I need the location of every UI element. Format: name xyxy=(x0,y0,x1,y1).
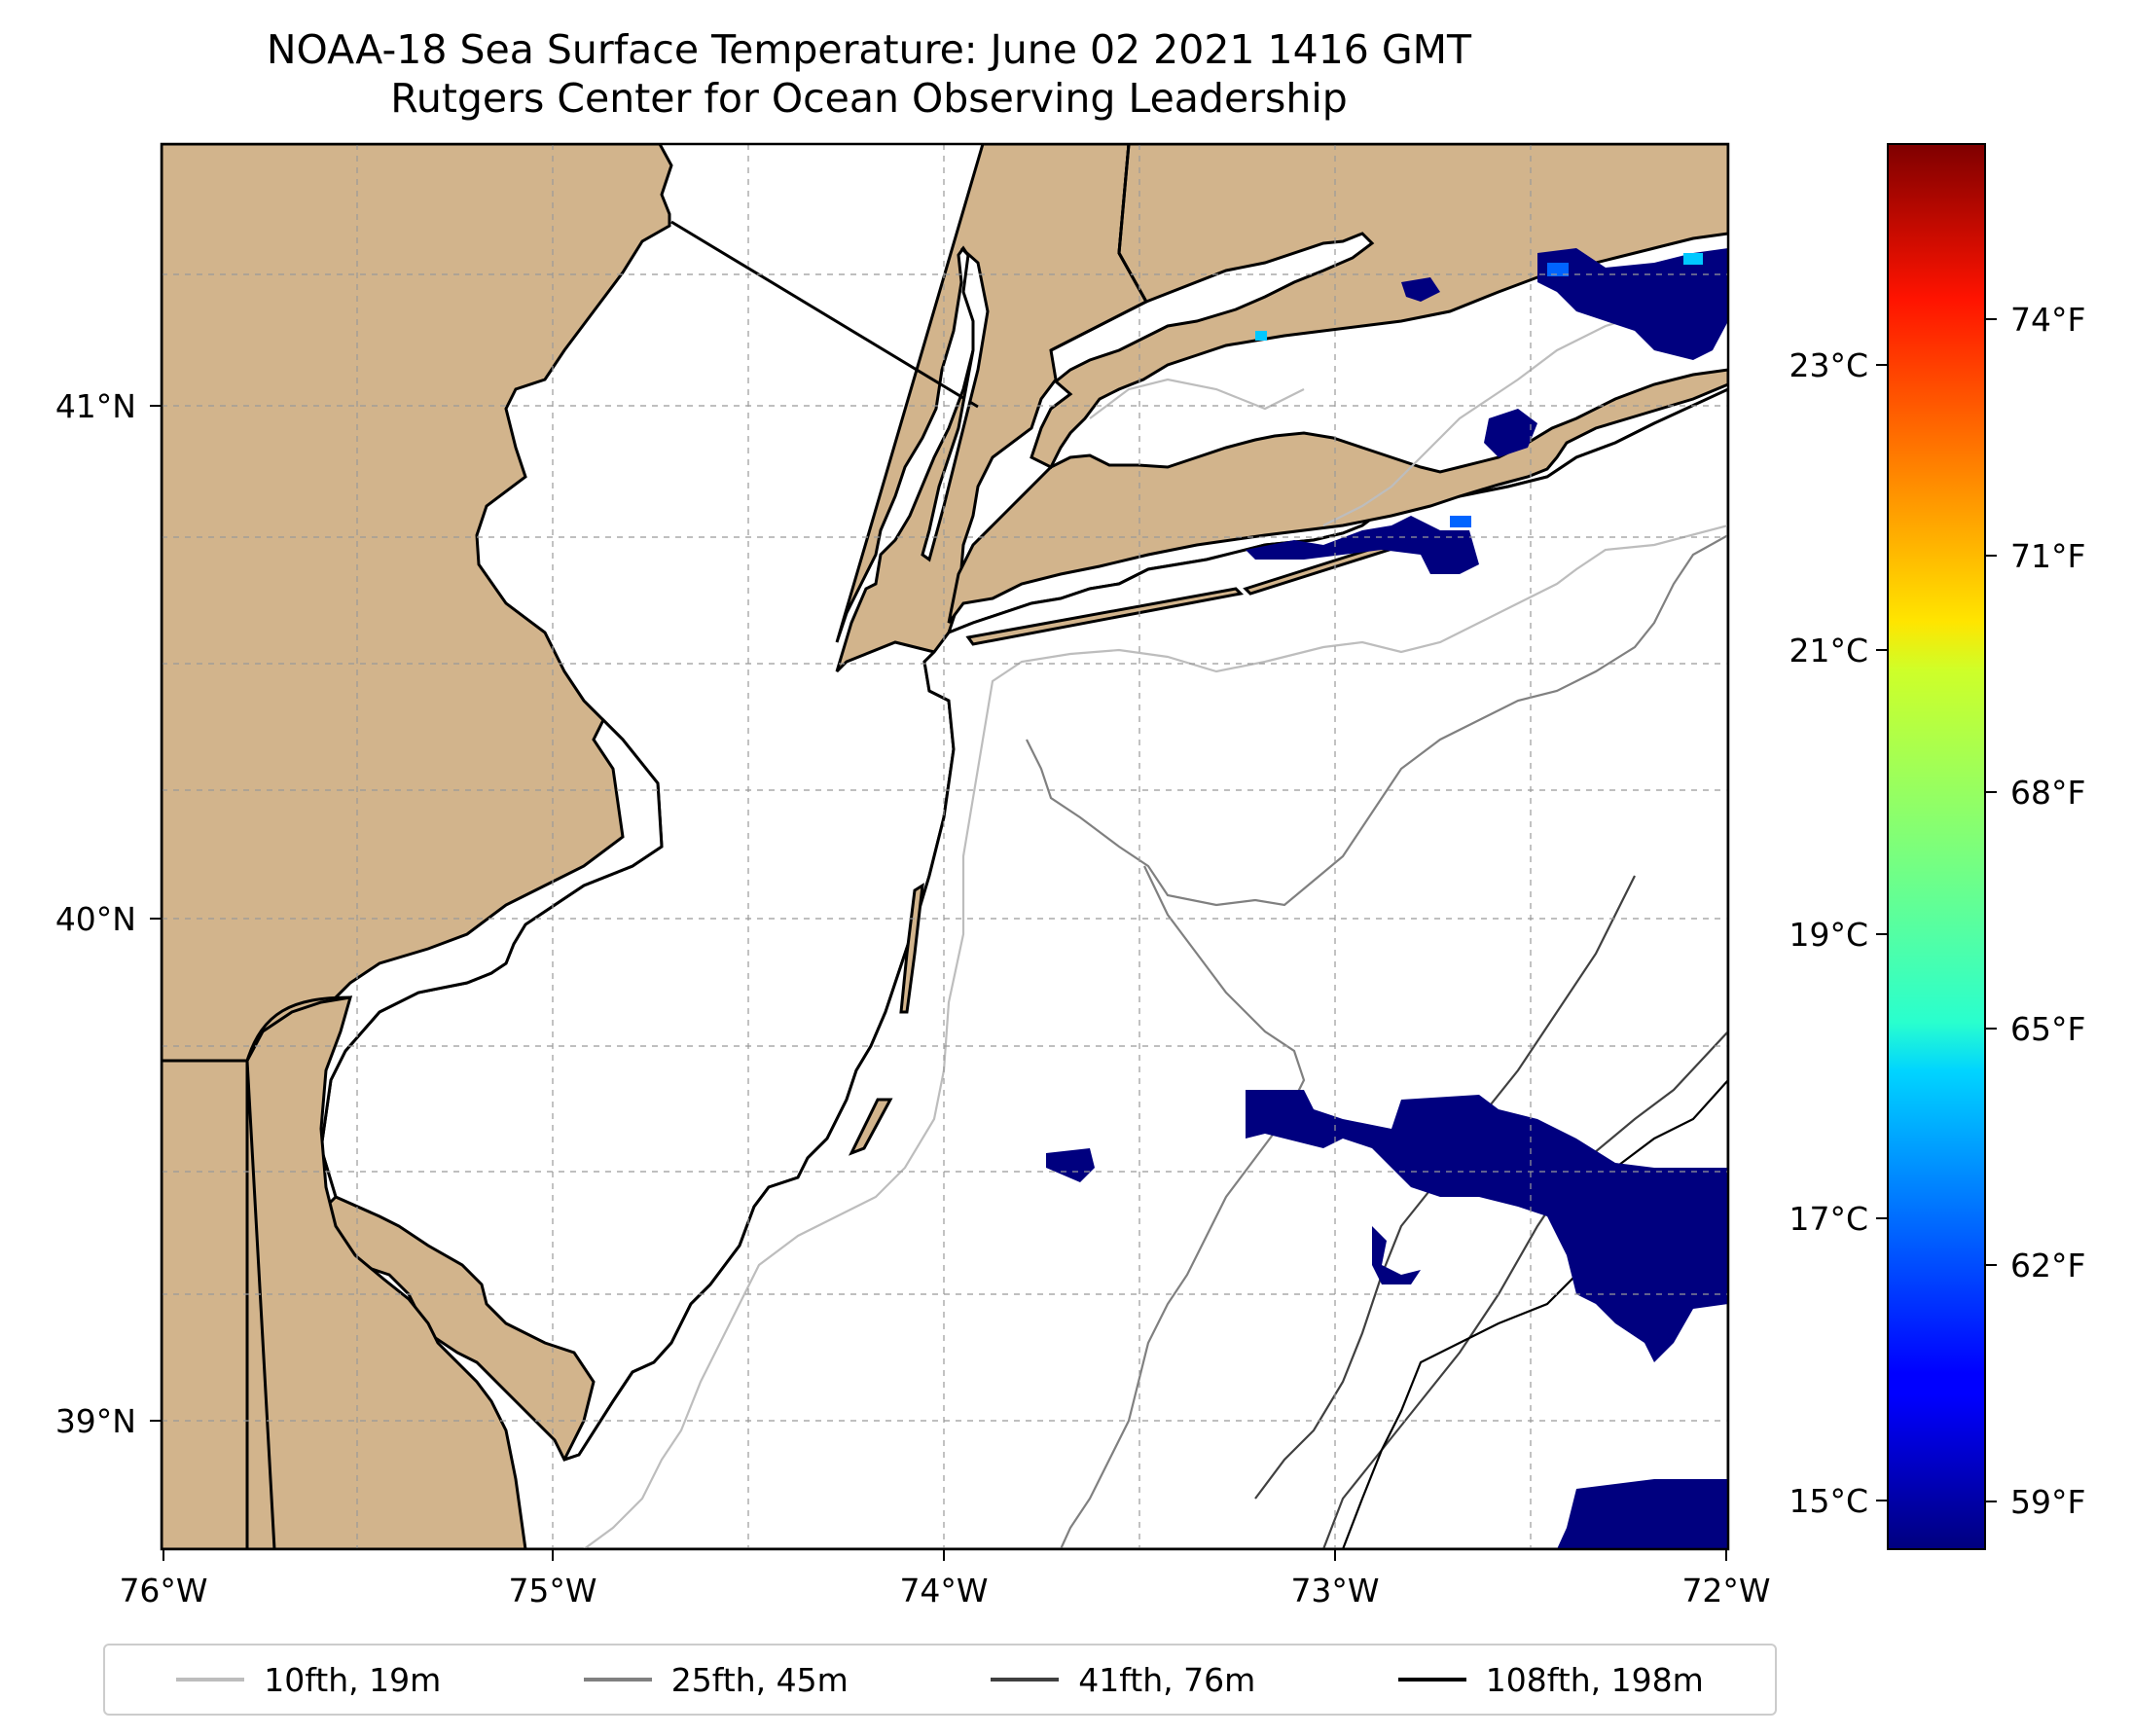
colorbar-fahrenheit-ticks xyxy=(1985,318,1997,1502)
colorbar-c-21: 21°C xyxy=(1789,632,1868,669)
colorbar-c-23: 23°C xyxy=(1789,346,1868,384)
land-long-island xyxy=(947,368,1728,624)
lon-label-75w: 75°W xyxy=(508,1572,596,1609)
legend-item-41fth: 41fth, 76m xyxy=(991,1661,1255,1699)
colorbar-celsius-ticks xyxy=(1876,364,1888,1501)
border-ny-nj xyxy=(670,220,979,409)
colorbar-f-74: 74°F xyxy=(2010,301,2085,339)
sst-warm-pixel-3 xyxy=(1450,516,1471,527)
sst-patch-mid xyxy=(1372,1226,1421,1284)
colorbar-f-59: 59°F xyxy=(2010,1483,2085,1521)
colorbar-f-71: 71°F xyxy=(2010,537,2085,575)
hudson-river xyxy=(921,246,990,562)
sst-patch-bay xyxy=(1401,277,1440,302)
colorbar-f-68: 68°F xyxy=(2010,774,2085,812)
legend-swatch-25fth xyxy=(583,1678,652,1682)
lat-label-41n: 41°N xyxy=(55,387,136,425)
lon-label-76w: 76°W xyxy=(119,1572,207,1609)
colorbar-c-19: 19°C xyxy=(1789,916,1868,954)
land-connecticut xyxy=(1030,144,1728,470)
title-line-1: NOAA-18 Sea Surface Temperature: June 02… xyxy=(266,26,1472,73)
lon-label-73w: 73°W xyxy=(1290,1572,1379,1609)
legend-label-41fth: 41fth, 76m xyxy=(1078,1660,1256,1699)
sst-patch-small xyxy=(1046,1148,1095,1182)
colorbar-c-17: 17°C xyxy=(1789,1200,1868,1238)
contour-25fth xyxy=(1026,534,1728,1549)
sst-patch-south xyxy=(1557,1479,1728,1549)
land-md-de xyxy=(162,1059,249,1549)
legend-item-10fth: 10fth, 19m xyxy=(176,1661,441,1699)
lat-label-39n: 39°N xyxy=(55,1402,136,1440)
contour-108fth xyxy=(1341,1079,1728,1549)
lat-axis: 41°N 40°N 39°N xyxy=(55,387,162,1440)
colorbar-f-62: 62°F xyxy=(2010,1247,2085,1284)
sst-warm-pixel-4 xyxy=(1255,331,1267,341)
legend-label-10fth: 10fth, 19m xyxy=(264,1660,442,1699)
title-line-2: Rutgers Center for Ocean Observing Leade… xyxy=(390,75,1348,122)
gridlines xyxy=(162,144,1728,1549)
sst-patch-south-li xyxy=(1246,516,1479,574)
border-de-pa xyxy=(162,995,351,1549)
lon-label-74w: 74°W xyxy=(899,1572,988,1609)
colorbar: 23°C 21°C 19°C 17°C 15°C 74°F 71°F 68°F … xyxy=(1789,143,2085,1550)
map-title: NOAA-18 Sea Surface Temperature: June 02… xyxy=(0,25,1738,123)
barrier-nj xyxy=(899,883,924,1014)
colorbar-gradient xyxy=(1887,143,1986,1550)
legend-label-108fth: 108fth, 198m xyxy=(1485,1660,1704,1699)
map-area xyxy=(162,144,1728,1549)
sst-warm-pixel-1 xyxy=(1547,263,1569,276)
legend-label-25fth: 25fth, 45m xyxy=(670,1660,849,1699)
contour-legend: 10fth, 19m 25fth, 45m 41fth, 76m 108fth,… xyxy=(103,1644,1777,1716)
colorbar-f-65: 65°F xyxy=(2010,1010,2085,1048)
legend-swatch-10fth xyxy=(176,1678,245,1682)
sst-patch-shelf xyxy=(1246,1090,1728,1362)
bathymetry-contours xyxy=(583,295,1728,1549)
sst-pixels xyxy=(1046,248,1728,1549)
sst-patch-sound xyxy=(1537,248,1728,360)
sst-patch-east-li xyxy=(1484,409,1537,457)
barrier-south-nj xyxy=(848,1098,893,1156)
border-ny-ct xyxy=(1050,144,1149,352)
legend-swatch-108fth xyxy=(1397,1678,1466,1682)
legend-item-25fth: 25fth, 45m xyxy=(583,1660,849,1699)
legend-swatch-41fth xyxy=(991,1678,1060,1682)
colorbar-c-15: 15°C xyxy=(1789,1482,1868,1520)
sst-warm-pixel-2 xyxy=(1683,253,1703,265)
sst-warm-pixels xyxy=(1255,253,1703,527)
lon-axis: 76°W 75°W 74°W 73°W 72°W xyxy=(119,1549,1771,1609)
contour-10fth xyxy=(583,524,1728,1549)
lat-label-40n: 40°N xyxy=(55,900,136,938)
legend-item-108fth: 108fth, 198m xyxy=(1397,1660,1704,1699)
lon-label-72w: 72°W xyxy=(1681,1572,1770,1609)
